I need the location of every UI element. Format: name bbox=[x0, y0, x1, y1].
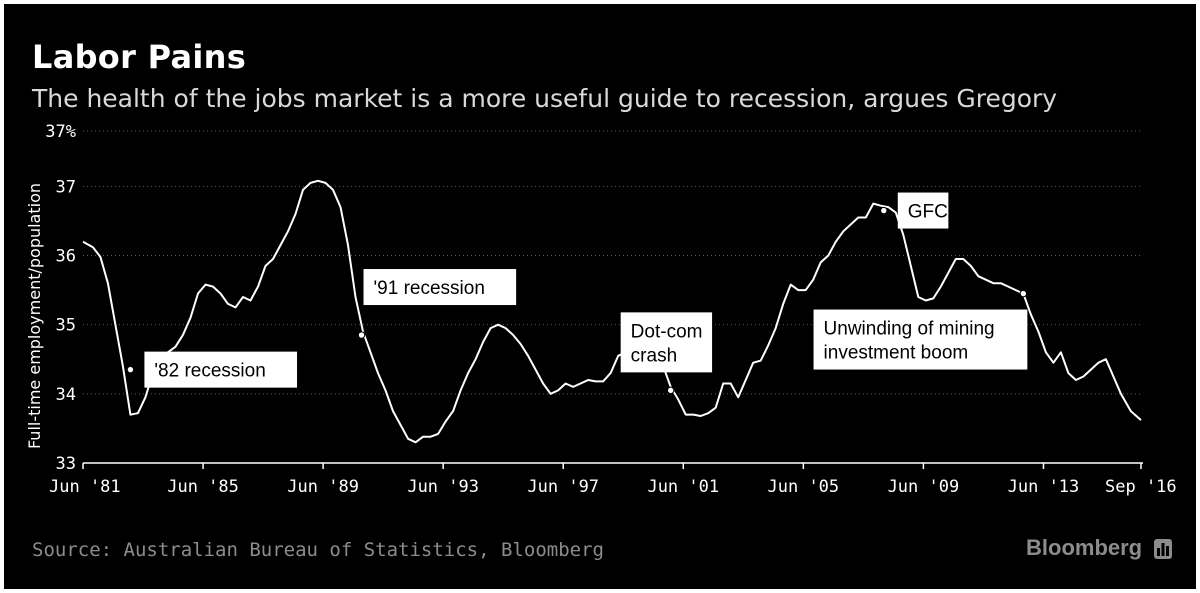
brand-logo: Bloomberg bbox=[1026, 535, 1143, 560]
x-axis: Jun '81 Jun '85 Jun '89 Jun '93 Jun '97 Jun '… bbox=[49, 462, 1177, 497]
chart-frame: Labor Pains The health of the jobs marke… bbox=[4, 4, 1196, 589]
annotation-marker bbox=[126, 365, 135, 374]
annotation-box bbox=[813, 309, 1028, 370]
annotation-box bbox=[144, 351, 298, 388]
annotation-label: Unwinding of mining bbox=[824, 319, 995, 340]
bar-chart-icon bbox=[1154, 539, 1172, 559]
annotation: '82 recession bbox=[126, 351, 298, 388]
chart-subtitle: The health of the jobs market is a more … bbox=[32, 84, 1058, 113]
annotation-marker bbox=[880, 206, 888, 215]
annotation-box bbox=[897, 192, 949, 229]
x-tick-label: Jun '89 bbox=[287, 477, 359, 497]
annotation: '91 recession bbox=[357, 269, 517, 339]
annotation-box bbox=[363, 269, 517, 306]
x-tick-label: Jun '85 bbox=[167, 477, 239, 497]
annotation-label: '82 recession bbox=[154, 361, 265, 382]
annotation-label: GFC bbox=[908, 202, 948, 223]
y-tick-label: 36 bbox=[56, 247, 76, 267]
grid bbox=[83, 130, 1141, 395]
y-axis-label: Full-time employment/population bbox=[25, 183, 44, 449]
x-tick-label: Jun '93 bbox=[407, 477, 479, 497]
x-tick-label: Jun '09 bbox=[888, 477, 960, 497]
annotation: GFC bbox=[880, 192, 949, 229]
x-tick-label: Jun '05 bbox=[768, 477, 840, 497]
x-tick-label: Sep '16 bbox=[1105, 477, 1177, 497]
annotations-layer: '82 recession '91 recession Dot-com crash GF… bbox=[126, 192, 1028, 395]
annotation-label: '91 recession bbox=[374, 278, 485, 299]
y-tick-label: 34 bbox=[56, 385, 76, 405]
source-note: Source: Australian Bureau of Statistics,… bbox=[32, 539, 604, 561]
annotation-label: investment boom bbox=[824, 343, 969, 364]
x-tick-label: Jun '81 bbox=[49, 477, 121, 497]
y-tick-label: 35 bbox=[56, 316, 76, 336]
x-tick-label: Jun '01 bbox=[647, 477, 719, 497]
chart-title: Labor Pains bbox=[32, 38, 247, 76]
annotation-marker bbox=[666, 386, 675, 395]
series-layer bbox=[82, 179, 1142, 444]
y-tick-label: 33 bbox=[56, 454, 76, 474]
x-tick-label: Jun '13 bbox=[1008, 477, 1080, 497]
annotation-box bbox=[620, 312, 713, 373]
annotation: Dot-com crash bbox=[620, 312, 713, 395]
annotation-marker bbox=[357, 331, 366, 339]
y-axis-ticks: 33 34 35 36 37 37% bbox=[45, 122, 76, 474]
x-tick-label: Jun '97 bbox=[527, 477, 599, 497]
annotation-label: Dot-com bbox=[631, 321, 703, 342]
y-tick-label: 37 bbox=[56, 177, 76, 197]
y-tick-label: 37% bbox=[45, 122, 76, 142]
annotation-label: crash bbox=[631, 345, 677, 366]
annotation: Unwinding of mining investment boom bbox=[813, 289, 1028, 370]
series-line bbox=[82, 179, 1142, 444]
annotation-marker bbox=[1019, 289, 1028, 298]
